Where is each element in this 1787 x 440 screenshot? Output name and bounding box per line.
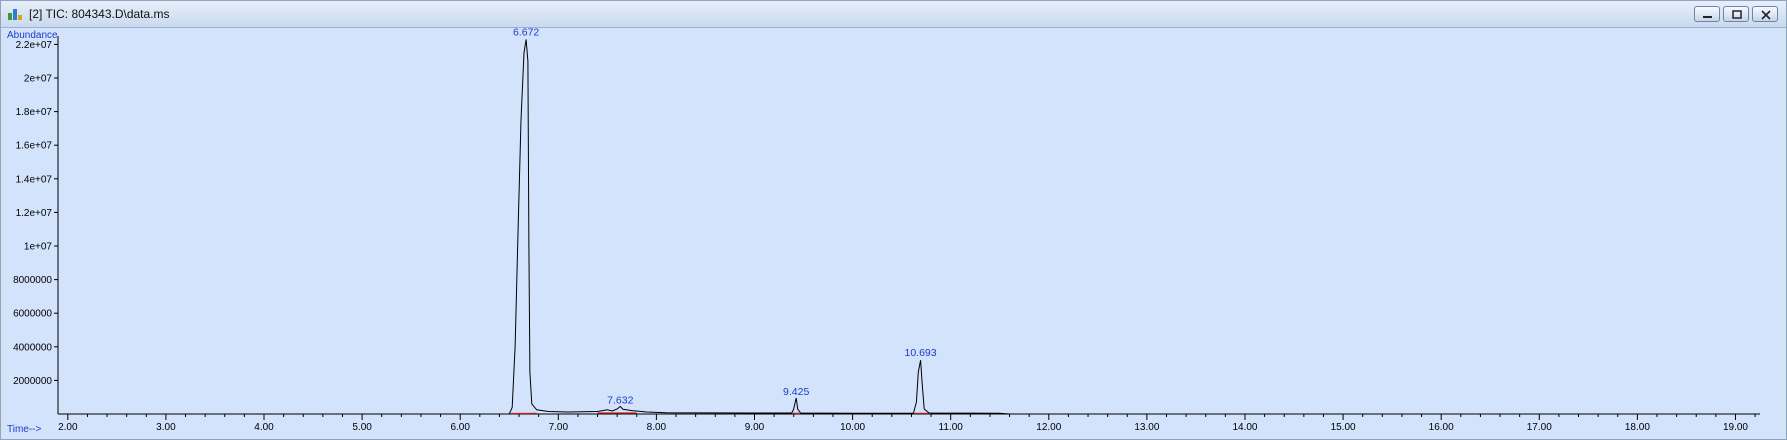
tic-chromatogram-chart[interactable]: 2.00 3.00 4.00 5.00 6.00 7.00 8.00 9.00 10.00 11.… — [5, 28, 1782, 436]
x-tick-label: 3.00 — [156, 422, 176, 433]
y-axis-label: Abundance — [7, 30, 58, 41]
restore-button[interactable] — [1723, 6, 1749, 22]
peak-label[interactable]: 9.425 — [783, 386, 809, 398]
y-tick-label: 1.2e+07 — [16, 208, 53, 219]
y-tick-label: 2.2e+07 — [16, 40, 53, 51]
close-icon — [1761, 10, 1771, 20]
x-axis-label: Time--> — [7, 424, 42, 435]
x-tick-label: 13.00 — [1134, 422, 1159, 433]
x-tick-label: 14.00 — [1232, 422, 1257, 433]
y-tick-label: 1.8e+07 — [16, 107, 53, 118]
y-tick-label: 1.4e+07 — [16, 174, 53, 185]
minimize-button[interactable] — [1694, 6, 1720, 22]
peak-label[interactable]: 6.672 — [513, 28, 539, 38]
x-tick-label: 5.00 — [352, 422, 372, 433]
x-tick-label: 17.00 — [1527, 422, 1552, 433]
x-tick-label: 16.00 — [1429, 422, 1454, 433]
y-tick-label: 8000000 — [13, 275, 52, 286]
x-tick-label: 19.00 — [1723, 422, 1748, 433]
y-tick-label: 6000000 — [13, 309, 52, 320]
y-tick-label: 4000000 — [13, 342, 52, 353]
title-bar[interactable]: [2] TIC: 804343.D\data.ms — [1, 1, 1786, 28]
plot-area[interactable]: 2.00 3.00 4.00 5.00 6.00 7.00 8.00 9.00 10.00 11.… — [5, 28, 1782, 436]
chromatogram-app-icon — [8, 9, 22, 20]
x-tick-label: 2.00 — [58, 422, 78, 433]
x-tick-label: 11.00 — [939, 422, 964, 433]
window-title: [2] TIC: 804343.D\data.ms — [29, 7, 170, 21]
y-tick-label: 2000000 — [13, 376, 52, 387]
close-button[interactable] — [1752, 6, 1778, 22]
x-tick-label: 9.00 — [745, 422, 765, 433]
x-tick-label: 10.00 — [840, 422, 865, 433]
x-tick-label: 6.00 — [450, 422, 470, 433]
x-tick-label: 18.00 — [1625, 422, 1650, 433]
y-tick-label: 2e+07 — [24, 74, 53, 85]
x-tick-label: 8.00 — [647, 422, 667, 433]
y-tick-label: 1.6e+07 — [16, 141, 53, 152]
peak-label[interactable]: 10.693 — [905, 347, 937, 359]
y-tick-label: 1e+07 — [24, 242, 53, 253]
x-tick-label: 7.00 — [549, 422, 569, 433]
x-tick-label: 4.00 — [254, 422, 274, 433]
x-tick-label: 12.00 — [1036, 422, 1061, 433]
restore-icon — [1732, 10, 1742, 19]
x-tick-label: 15.00 — [1331, 422, 1356, 433]
tic-trace-line[interactable] — [62, 39, 1760, 415]
peak-label[interactable]: 7.632 — [607, 394, 633, 406]
minimize-icon — [1703, 16, 1712, 18]
